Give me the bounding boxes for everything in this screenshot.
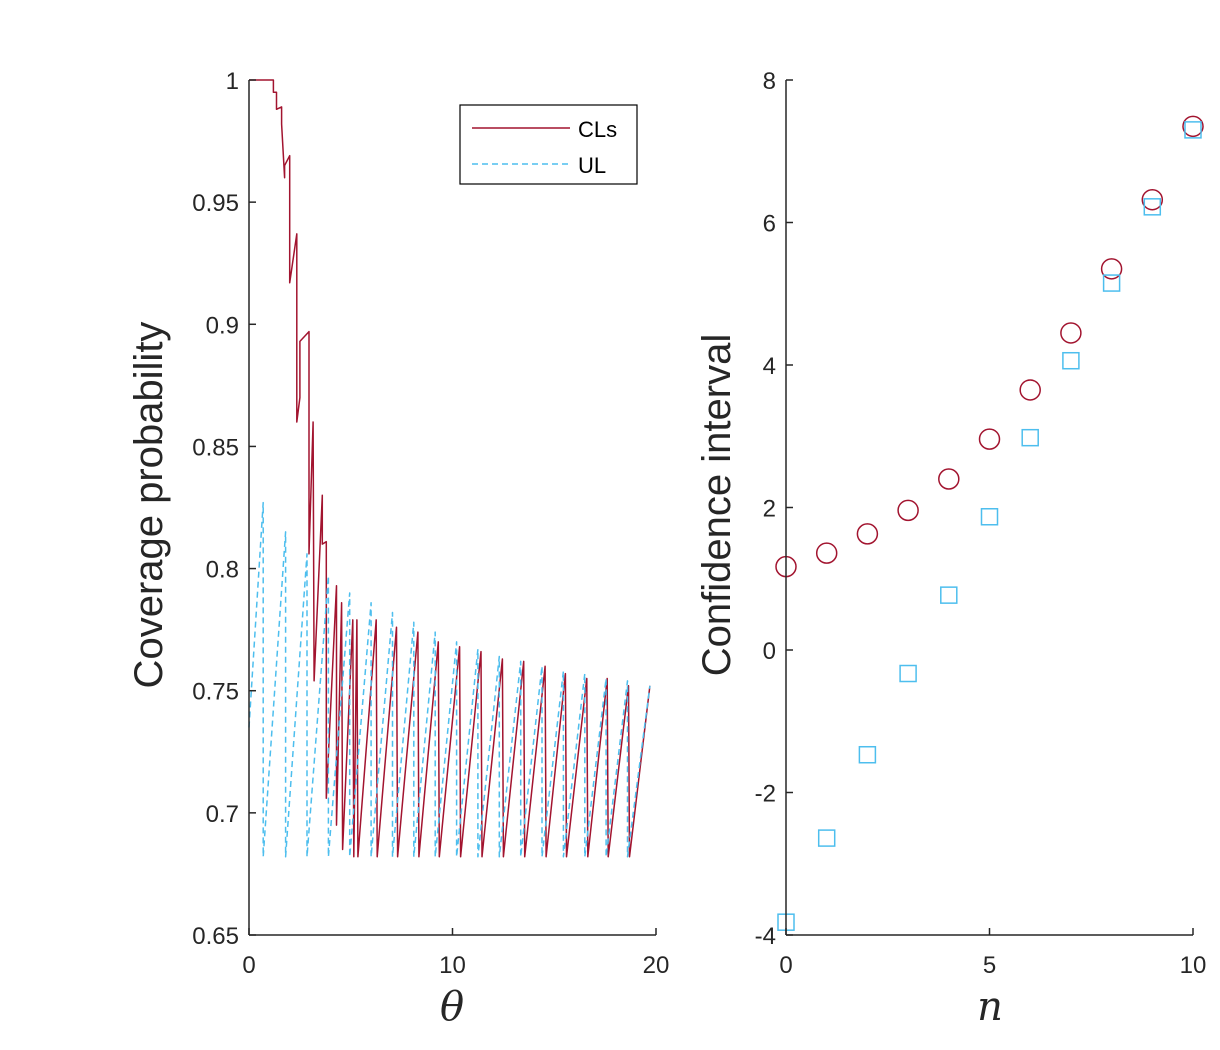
cls-interval-point (1060, 322, 1082, 344)
cls-coverage-line (249, 79, 651, 858)
coverage-y-tick-label: 0.9 (206, 312, 239, 339)
legend-cls-label: CLs (578, 117, 617, 142)
ul-coverage-line (248, 501, 651, 858)
confidence-x-ticks: 0 5 10 (779, 928, 1206, 979)
coverage-y-ticks: 0.65 0.7 0.75 0.8 0.85 0.9 0.95 1 (192, 68, 256, 950)
coverage-x-label: θ (440, 984, 464, 1030)
ul-interval-point (899, 664, 917, 683)
ul-interval-point (940, 586, 958, 604)
cls-interval-point (1182, 115, 1204, 138)
cls-interval-point (897, 499, 919, 522)
confidence-series (775, 115, 1204, 931)
cls-interval-point (938, 468, 960, 490)
confidence-y-tick-label: -2 (755, 781, 776, 808)
coverage-legend: CLs UL (459, 104, 638, 185)
coverage-y-tick-label: 1 (226, 68, 239, 95)
coverage-y-tick-label: 0.8 (206, 557, 239, 584)
coverage-y-tick-label: 0.7 (206, 801, 239, 828)
confidence-chart: -4 -2 0 2 4 6 8 0 5 10 Confidence interval n (695, 68, 1206, 1030)
confidence-y-tick-label: 4 (763, 353, 776, 380)
coverage-chart: 0.65 0.7 0.75 0.8 0.85 0.9 0.95 1 0 10 20 Coverag… (127, 68, 669, 1030)
coverage-y-tick-label: 0.65 (192, 923, 239, 950)
coverage-y-label: Coverage probability (127, 322, 171, 689)
cls-interval-point (1141, 188, 1164, 211)
coverage-y-tick-label: 0.95 (192, 190, 239, 217)
confidence-x-label: n (977, 984, 1003, 1030)
coverage-x-tick-label: 20 (643, 952, 670, 979)
legend-ul-label: UL (578, 153, 606, 178)
confidence-y-ticks: -4 -2 0 2 4 6 8 (755, 68, 793, 950)
confidence-y-label: Confidence interval (695, 334, 739, 676)
coverage-series (248, 79, 651, 858)
ul-interval-point (858, 745, 877, 764)
ul-interval-point (1062, 351, 1080, 370)
coverage-x-tick-label: 10 (439, 952, 466, 979)
confidence-x-tick-label: 0 (779, 952, 792, 979)
confidence-y-tick-label: 0 (763, 638, 776, 665)
ul-interval-point (1184, 121, 1202, 139)
ul-interval-point (1102, 274, 1121, 292)
confidence-y-tick-label: -4 (755, 923, 776, 950)
cls-interval-point (815, 542, 838, 564)
confidence-y-tick-label: 6 (763, 211, 776, 238)
ul-interval-point (1143, 198, 1162, 216)
coverage-x-tick-label: 0 (242, 952, 255, 979)
cls-interval-point (1019, 379, 1041, 401)
ul-interval-point (1021, 428, 1039, 447)
coverage-y-tick-label: 0.75 (192, 679, 239, 706)
confidence-x-tick-label: 10 (1180, 952, 1207, 979)
cls-interval-point (856, 523, 879, 545)
confidence-x-tick-label: 5 (983, 952, 996, 979)
legend-box (459, 104, 638, 185)
confidence-y-tick-label: 8 (763, 68, 776, 95)
cls-interval-point (978, 428, 1001, 450)
ul-interval-point (817, 829, 836, 847)
cls-interval-point (1100, 258, 1123, 280)
coverage-x-ticks: 0 10 20 (242, 928, 669, 979)
coverage-y-tick-label: 0.85 (192, 434, 239, 461)
ul-interval-point (980, 508, 999, 526)
confidence-y-tick-label: 2 (763, 496, 776, 523)
